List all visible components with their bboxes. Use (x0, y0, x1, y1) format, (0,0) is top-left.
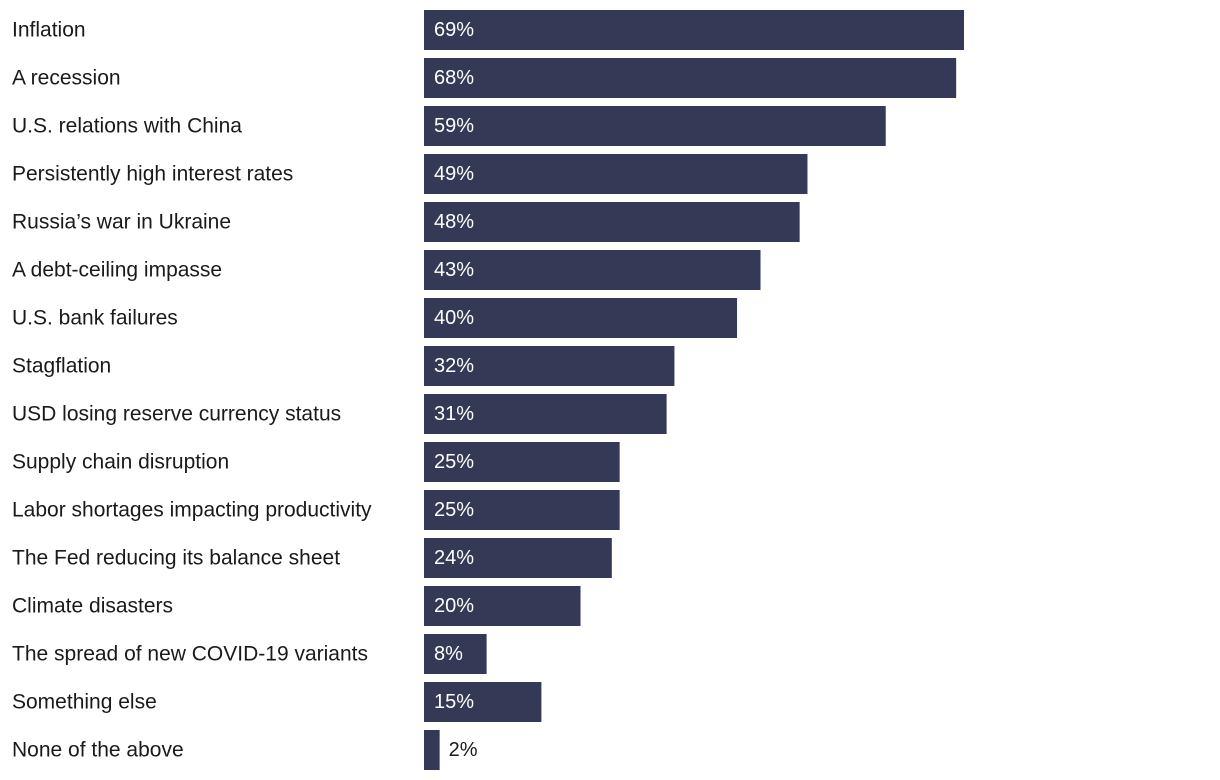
bar (424, 346, 675, 386)
category-labels: Inflation A recession U.S. relations with … (12, 19, 372, 762)
category-label: Climate disasters (12, 595, 173, 618)
bar (424, 682, 542, 722)
bar (424, 298, 738, 338)
value-label: 25% (434, 451, 474, 473)
value-label: 68% (434, 67, 474, 89)
category-label: A recession (12, 67, 121, 90)
value-label: 59% (434, 115, 474, 137)
value-label: 2% (449, 739, 478, 761)
bar (424, 202, 800, 242)
bar (424, 58, 957, 98)
bar (424, 730, 440, 770)
value-label: 69% (434, 19, 474, 41)
category-label: A debt-ceiling impasse (12, 259, 222, 282)
bar (424, 538, 612, 578)
category-label: Labor shortages impacting productivity (12, 499, 372, 522)
value-label: 48% (434, 211, 474, 233)
bar (424, 634, 487, 674)
bar (424, 154, 808, 194)
category-label: Stagflation (12, 355, 111, 378)
category-label: U.S. bank failures (12, 307, 178, 330)
category-label: Russia’s war in Ukraine (12, 211, 231, 234)
bar (424, 394, 667, 434)
value-label: 43% (434, 259, 474, 281)
category-label: USD losing reserve currency status (12, 403, 341, 426)
value-label: 8% (434, 643, 463, 665)
category-label: The Fed reducing its balance sheet (12, 547, 340, 570)
value-label: 20% (434, 595, 474, 617)
bar (424, 250, 761, 290)
category-label: U.S. relations with China (12, 115, 242, 138)
bar (424, 442, 620, 482)
bar (424, 490, 620, 530)
category-label: Persistently high interest rates (12, 163, 293, 186)
value-label: 40% (434, 307, 474, 329)
value-labels: 69% 68% 59% 49% 48% 43% 40% 32% 31% 25% 25% 24% 20% 8… (434, 19, 478, 761)
value-label: 32% (434, 355, 474, 377)
bars (424, 10, 964, 770)
bar (424, 10, 964, 50)
category-label: Supply chain disruption (12, 451, 229, 474)
value-label: 25% (434, 499, 474, 521)
category-label: Inflation (12, 19, 86, 42)
value-label: 49% (434, 163, 474, 185)
category-label: Something else (12, 691, 157, 714)
bar (424, 106, 886, 146)
category-label: The spread of new COVID-19 variants (12, 643, 368, 666)
value-label: 24% (434, 547, 474, 569)
value-label: 15% (434, 691, 474, 713)
category-label: None of the above (12, 739, 184, 762)
value-label: 31% (434, 403, 474, 425)
bar (424, 586, 581, 626)
